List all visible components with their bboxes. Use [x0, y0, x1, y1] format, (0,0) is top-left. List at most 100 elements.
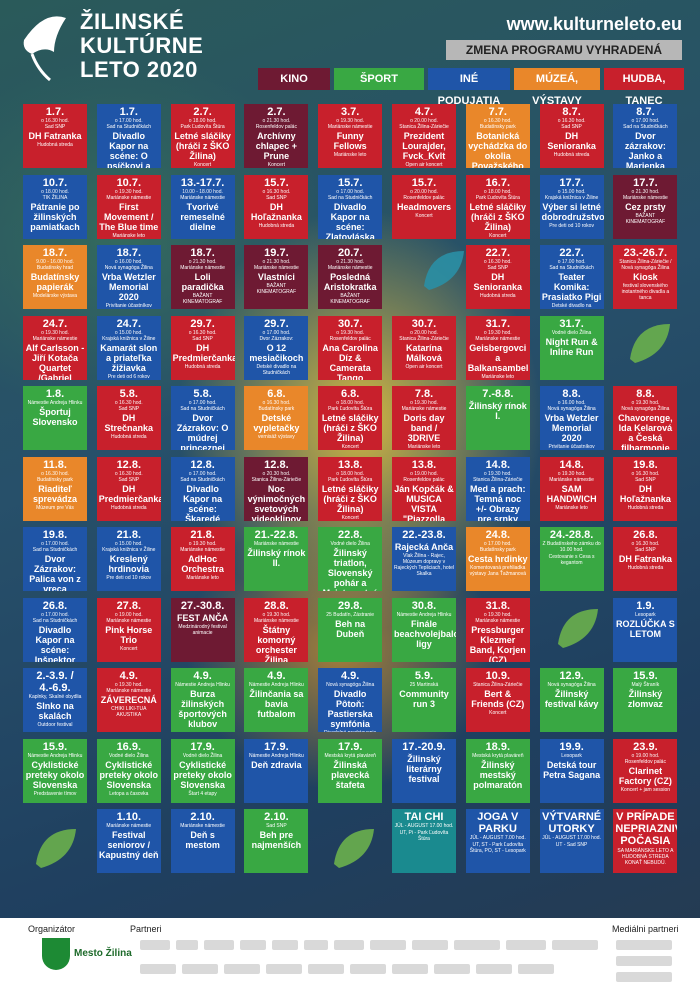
event-tile[interactable]: 8.7. o 16.30 hod. Sad SNP DH Senioranka Hudo…: [539, 104, 604, 168]
event-tile[interactable]: 30.8. Námestie Andreja Hlinku Finále beach…: [392, 597, 456, 662]
event-tile[interactable]: 22.7. o 17.00 hod. Sad na Studničkách Teate…: [539, 245, 604, 309]
event-tile[interactable]: 13.8. o 19.00 hod. Rosenfeldov palác Ján Ko…: [392, 456, 456, 521]
event-tile[interactable]: TAI CHI JÚL - AUGUST 17.00 hod. UT, Pi - P…: [392, 809, 456, 873]
event-tile[interactable]: 20.7. o 21.30 hod. Mariánske námestie Posle…: [318, 245, 383, 309]
website-url[interactable]: www.kulturneleto.eu: [506, 14, 682, 34]
event-tile[interactable]: 12.8. o 17.00 hod. Sad na Studničkách Divad…: [170, 456, 235, 521]
event-tile[interactable]: 19.7. o 21.30 hod. Mariánske námestie Vlast…: [244, 245, 309, 309]
event-tile[interactable]: 21.8. o 15.00 hod. Krajská knižnica v Žili…: [96, 527, 161, 591]
event-tile[interactable]: 19.9. Lesopark Detská tour Petra Sagana: [539, 738, 604, 803]
event-tile[interactable]: 5.9. 25 Martinská Community run 3: [392, 668, 456, 732]
event-tile[interactable]: 26.8. o 17.00 hod. Sad na Studničkách Divad…: [23, 597, 87, 662]
event-tile[interactable]: 16.9. Vodné dielo Žilina Cyklistické prete…: [96, 738, 161, 803]
event-tile[interactable]: 30.7. o 20.00 hod. Stanica Žilina-Záriečie…: [392, 315, 456, 380]
event-tile[interactable]: 18.7. o 21.30 hod. Mariánske námestie Loli …: [170, 245, 235, 309]
event-tile[interactable]: 15.7. o 17.00 hod. Sad na Studničkách Divad…: [318, 174, 383, 239]
event-tile[interactable]: 17.9. Námestie Andreja Hlinku Deň zdravia: [244, 738, 309, 803]
event-tile[interactable]: 22.7. o 16.30 hod. Sad SNP DH Senioranka Hud…: [465, 245, 530, 309]
event-tile[interactable]: 31.7. Vodné dielo Žilina Night Run & Inlin…: [539, 315, 604, 380]
event-tile[interactable]: 14.8. o 19.30 hod. Mariánske námestie SAM H…: [539, 456, 604, 521]
event-tile[interactable]: 6.8. o 18.00 hod. Park Ľudovíta Štúra Letné…: [318, 386, 383, 450]
event-tile[interactable]: 23.-26.7. Stanica Žilina-Záriečie / Nová …: [613, 245, 678, 309]
event-tile[interactable]: 22.8. Vodné dielo Žilina Žilinský triatlon…: [318, 527, 383, 591]
event-tile[interactable]: 17.-20.9. Žilinský literárny festival: [392, 738, 456, 803]
event-tile[interactable]: 5.8. o 16.30 hod. Sad SNP DH Strečnanka Hudo…: [96, 386, 161, 450]
event-tile[interactable]: 3.7. o 19.30 hod. Mariánske námestie Funny …: [318, 104, 383, 168]
event-tile[interactable]: 7.-8.8. Žilinský rínok I.: [465, 386, 530, 450]
event-tile[interactable]: 15.7. o 20.00 hod. Rosenfeldov palác Headmo…: [392, 174, 456, 239]
event-category: UT, Pi - Park Ľudovíta Štúra: [399, 830, 449, 842]
event-tile[interactable]: 1.8. Námestie Andreja Hlinku Športuj Slove…: [23, 386, 87, 450]
event-tile[interactable]: 17.9. Mestská krytá plaváreň Žilinská plav…: [318, 738, 383, 803]
event-tile[interactable]: 31.8. o 19.30 hod. Mariánske námestie Press…: [465, 597, 530, 662]
event-tile[interactable]: 18.7. o 16.00 hod. Nová synagóga Žilina Vrb…: [96, 245, 161, 309]
event-tile[interactable]: 4.9. Námestie Andreja Hlinku Burza žilinsk…: [170, 668, 235, 732]
event-tile[interactable]: 21.-22.8. Mariánske námestie Žilinský ríno…: [244, 527, 309, 591]
event-tile[interactable]: 27.-30.8. FEST ANČA Medzinárodný festival …: [170, 597, 235, 662]
event-name: Doris day band / 3DRIVE: [403, 413, 445, 443]
event-tile[interactable]: 19.8. o 16.30 hod. Sad SNP DH Hoľažnanka Hud…: [613, 456, 678, 521]
event-tile[interactable]: 10.7. o 18.00 hod. TIK ŽILINA Pátranie po ž…: [23, 174, 87, 239]
event-tile[interactable]: 13.-17.7. 10.00 - 18.00 hod. Mariánske nám…: [170, 174, 235, 239]
event-tile[interactable]: 18.9. Mestská krytá plaváreň Žilinský mest…: [465, 738, 530, 803]
event-tile[interactable]: 2.-3.9. / 4.-6.9. Kaplnky, Skalné obydlia…: [23, 668, 87, 732]
event-tile[interactable]: 12.9. Nová synagóga Žilina Žilinský festiv…: [539, 668, 604, 732]
event-tile[interactable]: 1.7. o 17.00 hod. Sad na Studničkách Divadl…: [96, 104, 161, 168]
event-tile[interactable]: 23.9. o 19.00 hod. Rosenfeldov palác Clarin…: [613, 738, 678, 803]
event-tile[interactable]: VÝTVARNÉ UTORKY JÚL - AUGUST 17.00 hod. UT…: [539, 809, 604, 873]
event-tile[interactable]: 17.7. o 15.00 hod. Krajská knižnica v Žili…: [539, 174, 604, 239]
event-tile[interactable]: 2.7. o 21.30 hod. Rosenfeldov palác Archívn…: [244, 104, 309, 168]
event-tile[interactable]: 10.9. Stanica Žilina-Záriečie Bert & Frien…: [465, 668, 530, 732]
event-tile[interactable]: 4.9. Námestie Andreja Hlinku Žilinčania sa…: [244, 668, 309, 732]
event-tile[interactable]: 17.7. o 21.30 hod. Mariánske námestie Cez p…: [613, 174, 678, 239]
event-tile[interactable]: 27.8. o 19.00 hod. Mariánske námestie Pink …: [96, 597, 161, 662]
event-tile[interactable]: 7.7. o 16.30 hod. Budatínsky park Botanická…: [465, 104, 530, 168]
event-tile[interactable]: 1.10. Mariánske námestie Festival seniorov…: [96, 809, 161, 873]
event-tile[interactable]: 12.8. o 20.30 hod. Stanica Žilina-Záriečie…: [244, 456, 309, 521]
event-tile[interactable]: 15.9. Námestie Andreja Hlinku Cyklistické …: [23, 738, 87, 803]
event-tile[interactable]: 24.-28.8. Z Budatínskeho zámku do 10.00 h…: [539, 527, 604, 591]
event-tile[interactable]: 13.8. o 18.00 hod. Park Ľudovíta Štúra Letn…: [318, 456, 383, 521]
event-tile[interactable]: 4.9. Nová synagóga Žilina Divadlo Pôtoň: P…: [318, 668, 383, 732]
event-tile[interactable]: 15.7. o 16.30 hod. Sad SNP DH Hoľažnanka Hud…: [244, 174, 309, 239]
event-tile[interactable]: 31.7. o 19.30 hod. Mariánske námestie Geisb…: [465, 315, 530, 380]
event-tile[interactable]: 16.7. o 18.00 hod. Park Ľudovíta Štúra Letn…: [465, 174, 530, 239]
event-tile[interactable]: 22.-23.8. Rajecká Anča Vlak Žilina - Rajec…: [392, 527, 456, 591]
event-tile[interactable]: 1.9. Lesopark ROZLÚČKA S LETOM: [613, 597, 678, 662]
event-tile[interactable]: 2.10. Sad SNP Beh pre najmenších: [244, 809, 309, 873]
event-tile[interactable]: 14.8. o 19.30 hod. Stanica Žilina-Záriečie…: [465, 456, 530, 521]
event-tile[interactable]: 21.8. o 19.30 hod. Mariánske námestie AdHoc…: [170, 527, 235, 591]
event-tile[interactable]: 12.8. o 16.30 hod. Sad SNP DH Predmierčanka…: [96, 456, 161, 521]
event-tile[interactable]: 19.8. o 17.00 hod. Sad na Studničkách Dvor …: [23, 527, 87, 591]
event-tile[interactable]: 7.8. o 19.30 hod. Mariánske námestie Doris …: [392, 386, 456, 450]
event-tile[interactable]: 2.10. Mariánske námestie Deň s mestom: [170, 809, 235, 873]
event-tile[interactable]: 18.7. 9.00 - 16.00 hod. Budatínsky hrad Bud…: [23, 245, 87, 309]
event-tile[interactable]: 6.8. o 16.30 hod. Budatínsky park Detské vy…: [244, 386, 309, 450]
event-tile[interactable]: 29.7. o 16.30 hod. Sad SNP DH Predmierčanka…: [170, 315, 235, 380]
event-tile[interactable]: 8.8. o 19.30 hod. Nová synagóga Žilina Chav…: [613, 386, 678, 450]
event-time: o 15.00 hod.: [114, 329, 143, 336]
event-tile[interactable]: 17.9. Vodné dielo Žilina Cyklistické prete…: [170, 738, 235, 803]
event-tile[interactable]: 15.9. Malý Štraník Žilinský zlomvaz: [613, 668, 678, 732]
event-tile[interactable]: JOGA V PARKU JÚL - AUGUST 7.00 hod. UT, ST…: [465, 809, 530, 873]
event-tile[interactable]: 8.7. o 17.00 hod. Sad na Studničkách Dvor z…: [613, 104, 678, 168]
event-name: AdHoc Orchestra: [181, 554, 224, 574]
event-tile[interactable]: 30.7. o 19.30 hod. Rosenfeldov palác Ana Ca…: [318, 315, 383, 380]
event-tile[interactable]: 24.8. o 17.00 hod. Budatínsky park Cesta hr…: [465, 527, 530, 591]
event-tile[interactable]: 1.7. o 16.30 hod. Sad SNP DH Fatranka Hudobn…: [23, 104, 87, 168]
event-tile[interactable]: 29.8. 25 Budatín, Zástranie Beh na Dubeň: [318, 597, 383, 662]
event-time: o 19.30 hod.: [336, 118, 365, 124]
event-tile[interactable]: 4.9. o 19.30 hod. Mariánske námestie ZÁVERE…: [96, 668, 161, 732]
event-tile[interactable]: 8.8. o 16.00 hod. Nová synagóga Žilina Vrba…: [539, 386, 604, 450]
event-tile[interactable]: 26.8. o 16.30 hod. Sad SNP DH Fatranka Hudob…: [613, 527, 678, 591]
event-tile[interactable]: 10.7. o 19.30 hod. Mariánske námestie First…: [96, 174, 161, 239]
event-tile[interactable]: 11.8. o 16.30 hod. Budatínsky park Riaditeľ…: [23, 456, 87, 521]
event-tile[interactable]: 24.7. o 19.30 hod. Mariánske námestie Alf C…: [23, 315, 87, 380]
event-tile[interactable]: 5.8. o 17.00 hod. Sad na Studničkách Dvor Z…: [170, 386, 235, 450]
event-tile[interactable]: 24.7. o 15.00 hod. Krajská knižnica v Žili…: [96, 315, 161, 380]
event-tile[interactable]: 28.8. o 19.30 hod. Mariánske námestie Štátn…: [244, 597, 309, 662]
event-tile[interactable]: 29.7. o 17.00 hod. Dvor Zázrakov: O 12 mesi…: [244, 315, 309, 380]
event-tile[interactable]: 2.7. o 18.00 hod. Park Ľudovíta Štúra Letné…: [170, 104, 235, 168]
event-tile[interactable]: 4.7. o 20.00 hod. Stanica Žilina-Záriečie P…: [392, 104, 456, 168]
